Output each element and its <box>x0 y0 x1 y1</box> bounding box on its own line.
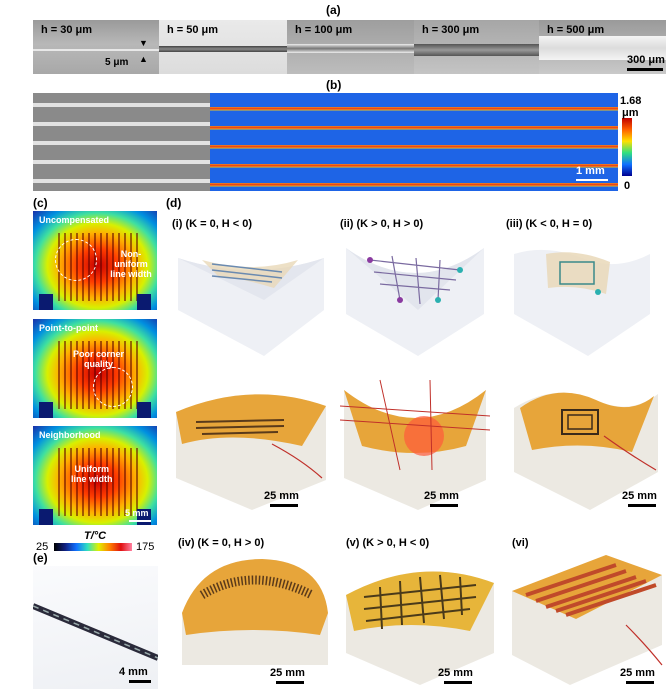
scalebar-d-v <box>444 681 472 684</box>
scalebar-e-label: 4 mm <box>119 666 148 678</box>
scalebar-c-label: 5 mm <box>125 508 149 518</box>
arrow-down-icon: ▼ <box>139 38 148 48</box>
scalebar-e <box>129 680 151 683</box>
twisted-fiber-image: 4 mm <box>33 566 158 689</box>
height-map-image: 1 mm <box>210 93 618 191</box>
scalebar-d-iii-label: 25 mm <box>622 490 657 502</box>
scalebar-d-i-label: 25 mm <box>264 490 299 502</box>
scalebar-d-vi-label: 25 mm <box>620 667 655 679</box>
panel-c-label: (c) <box>33 196 48 210</box>
panel-b-label: (b) <box>326 78 342 92</box>
photo-i: 25 mm <box>172 360 330 510</box>
photo-vi: (vi) 25 mm <box>506 535 666 685</box>
scalebar-d-iv <box>276 681 304 684</box>
scalebar-a <box>627 68 663 71</box>
sem-segment-50: h = 50 μm <box>159 20 287 74</box>
colorbar-b-max: 1.68 <box>620 95 642 107</box>
scalebar-d-i <box>270 504 298 507</box>
sem-segment-100: h = 100 μm <box>287 20 414 74</box>
photo-iii: 25 mm <box>506 360 664 510</box>
photo-iv: (iv) (K = 0, H > 0) 25 mm <box>172 535 332 685</box>
note-point-to-point: Poor corner quality <box>73 349 125 369</box>
photo-ii: 25 mm <box>340 360 490 510</box>
photo-v-label: (v) (K > 0, H < 0) <box>346 537 430 549</box>
scalebar-d-v-label: 25 mm <box>438 667 473 679</box>
optical-lines-image <box>33 93 210 191</box>
scalebar-d-iv-label: 25 mm <box>270 667 305 679</box>
scalebar-d-vi <box>626 681 654 684</box>
colorbar-c-title: T/°C <box>84 530 107 542</box>
thermal-image-point-to-point: Point-to-point Poor corner quality <box>33 319 157 418</box>
colorbar-c-min: 25 <box>36 541 49 553</box>
photo-vi-label: (vi) <box>512 537 529 549</box>
colorbar-c-max: 175 <box>136 541 155 553</box>
render-iii: (iii) (K < 0, H = 0) <box>506 218 656 358</box>
thermal-image-neighborhood: Neighborhood Uniform line width 5 mm <box>33 426 157 525</box>
colorbar-b-unit: μm <box>622 107 639 119</box>
arrow-up-icon: ▲ <box>139 54 148 64</box>
sem-segment-30: h = 30 μm ▼ ▲ 5 μm <box>33 20 159 74</box>
sem-segment-500: h = 500 μm 300 μm <box>539 20 666 74</box>
colorbar-b <box>622 118 632 176</box>
panel-a-label: (a) <box>326 3 341 17</box>
scalebar-b <box>576 179 608 181</box>
scalebar-d-ii <box>430 504 458 507</box>
scalebar-d-iii <box>628 504 656 507</box>
photo-v: (v) (K > 0, H < 0) 25 mm <box>340 535 500 685</box>
thermal-image-uncompensated: Uncompensated Non-uniform line width <box>33 211 157 310</box>
colorbar-c <box>54 543 132 551</box>
render-i: (i) (K = 0, H < 0) <box>172 218 330 358</box>
scalebar-c <box>129 520 151 522</box>
render-ii: (ii) (K > 0, H > 0) <box>340 218 490 358</box>
panel-d-label: (d) <box>166 196 182 210</box>
sem-segment-300: h = 300 μm <box>414 20 539 74</box>
scalebar-b-label: 1 mm <box>576 165 605 177</box>
note-neighborhood: Uniform line width <box>71 464 113 484</box>
panel-e-label: (e) <box>33 551 48 565</box>
photo-iv-label: (iv) (K = 0, H > 0) <box>178 537 265 549</box>
line-width-label: 5 μm <box>105 57 129 68</box>
scalebar-a-label: 300 μm <box>627 54 665 66</box>
scalebar-d-ii-label: 25 mm <box>424 490 459 502</box>
colorbar-b-min: 0 <box>624 180 631 192</box>
note-uncompensated: Non-uniform line width <box>110 249 152 279</box>
